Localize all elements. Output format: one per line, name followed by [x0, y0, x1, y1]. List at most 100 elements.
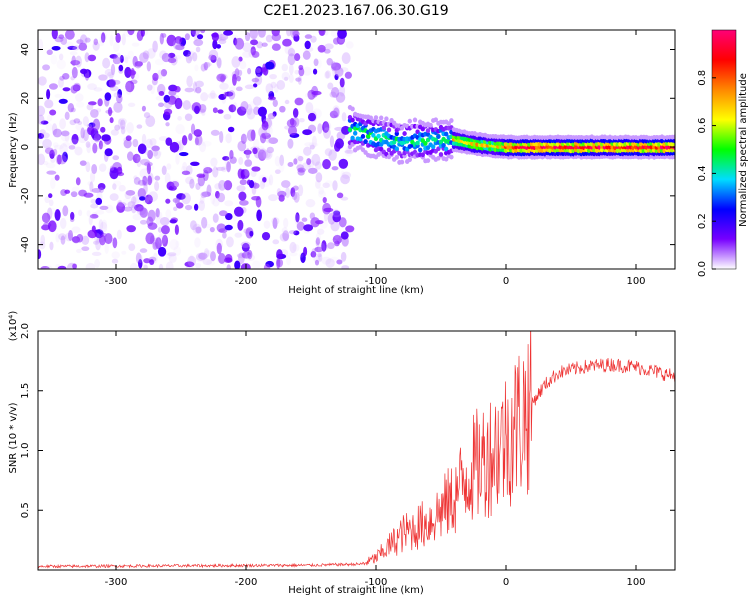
spectrogram-cell: [316, 228, 325, 235]
spectrogram-cell: [64, 30, 75, 40]
spectrogram-cell: [177, 116, 182, 121]
spectrogram-cell: [337, 38, 346, 44]
spectrogram-cell: [78, 42, 88, 51]
spectrogram-cell: [394, 154, 399, 160]
spectrogram-cell: [146, 162, 151, 175]
spectrogram-cell: [62, 141, 71, 147]
spectrogram-cell: [223, 30, 234, 36]
spectrogram-cell: [304, 142, 315, 147]
spectrogram-cell: [190, 161, 200, 166]
spectrogram-cell: [172, 39, 182, 50]
spectrogram-cell: [323, 121, 332, 131]
spectrogram-cell: [175, 240, 180, 247]
spectrogram-cell: [44, 145, 50, 154]
spectrogram-cell: [314, 161, 322, 170]
x-tick-label: 0: [503, 577, 509, 588]
spectrogram-cell: [243, 149, 252, 155]
spectrogram-cell: [110, 129, 119, 136]
spectrogram-cell: [332, 212, 341, 223]
spectrogram-cell: [148, 191, 158, 202]
spectrogram-cell: [91, 163, 98, 175]
spectrogram-cell: [212, 166, 219, 178]
spectrogram-cell: [386, 147, 392, 153]
spectrogram-cell: [264, 125, 273, 136]
spectrogram-cell: [234, 232, 243, 238]
spectrogram-cell: [55, 154, 62, 165]
spectrogram-cell: [428, 122, 433, 128]
spectrogram-cell: [315, 237, 321, 245]
spectrogram-cell: [38, 137, 43, 145]
spectrogram-cell: [258, 149, 267, 161]
spectrogram-cell: [279, 154, 285, 167]
spectrogram-cell: [70, 211, 75, 220]
spectrogram-cell: [344, 149, 355, 154]
spectrogram-cell: [163, 101, 173, 109]
spectrogram-cell: [132, 213, 142, 221]
spectrogram-cell: [76, 101, 85, 108]
spectrogram-cell: [116, 229, 122, 240]
spectrogram-cell: [70, 60, 81, 66]
spectrogram-cell: [138, 254, 143, 264]
spectrogram-cell: [165, 122, 170, 127]
spectrogram-cell: [208, 54, 216, 61]
spectrogram-cell: [104, 148, 113, 157]
y-tick-label: -40: [20, 236, 31, 252]
spectrogram-y-ticks: -40 -20 0 20 40: [20, 43, 675, 253]
spectrogram-cell: [139, 52, 149, 63]
spectrogram-cell: [386, 127, 392, 133]
spectrogram-cell: [317, 44, 326, 53]
spectrogram-cell: [46, 265, 53, 269]
spectrogram-cells: [38, 30, 675, 269]
spectrogram-cell: [295, 77, 302, 82]
colorbar: 0.0 0.2 0.4 0.6 0.8 Normalized spectral ampl…: [697, 29, 749, 277]
spectrogram-cell: [38, 105, 46, 117]
spectrogram-cell: [210, 192, 216, 205]
spectrogram-cell: [62, 87, 71, 92]
spectrogram-cell: [182, 161, 188, 171]
spectrogram-cell: [164, 172, 171, 185]
spectrogram-cell: [341, 171, 352, 179]
spectrogram-cell: [144, 161, 153, 167]
spectrogram-cell: [252, 96, 262, 106]
spectrogram-cell: [146, 84, 153, 91]
spectrogram-x-ticks: -300 -200 -100 0 100: [105, 30, 646, 287]
spectrogram-cell: [118, 64, 124, 72]
spectrogram-cell: [329, 256, 339, 263]
spectrogram-cell: [192, 81, 198, 93]
spectrogram-cell: [151, 145, 160, 152]
spectrogram-cell: [218, 39, 227, 45]
x-tick-label: -300: [105, 577, 128, 588]
spectrogram-cell: [104, 68, 114, 77]
spectrogram-cell: [257, 106, 267, 117]
spectrogram-cell: [80, 127, 85, 139]
spectrogram-cell: [333, 37, 340, 45]
spectrogram-cell: [98, 219, 104, 231]
spectrogram-cell: [178, 151, 189, 157]
y-tick-label: 1.0: [20, 443, 31, 459]
spectrogram-frame: [37, 29, 676, 270]
spectrogram-cell: [184, 113, 193, 122]
spectrogram-cell: [91, 251, 102, 257]
spectrogram-cell: [309, 212, 316, 220]
spectrogram-cell: [132, 194, 141, 205]
spectrogram-cell: [325, 70, 331, 79]
spectrogram-cell: [90, 203, 99, 209]
spectrogram-cell: [200, 92, 209, 102]
spectrogram-cell: [150, 84, 155, 95]
spectrogram-cell: [217, 109, 224, 114]
spectrogram-cell: [225, 133, 232, 144]
spectrogram-cell: [288, 63, 294, 75]
spectrogram-cell: [672, 134, 675, 140]
spectrogram-cell: [242, 42, 252, 52]
spectrogram-cell: [47, 220, 57, 233]
spectrogram-cell: [286, 119, 297, 128]
spectrogram-cell: [330, 86, 340, 98]
spectrogram-cell: [318, 30, 326, 37]
spectrogram-cell: [317, 242, 326, 254]
spectrogram-cell: [88, 214, 93, 226]
y-tick-label: 40: [20, 43, 31, 56]
x-tick-label: -100: [365, 577, 388, 588]
spectrogram-cell: [340, 170, 345, 181]
spectrogram-cell: [104, 243, 109, 255]
spectrogram-cell: [193, 39, 204, 47]
